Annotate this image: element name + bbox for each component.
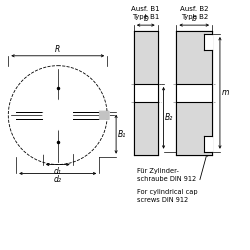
Circle shape	[53, 137, 63, 147]
Text: B₁: B₁	[118, 130, 126, 139]
Text: m: m	[222, 88, 229, 97]
Text: d₂: d₂	[54, 176, 62, 184]
Circle shape	[16, 74, 99, 157]
Bar	[176, 31, 212, 155]
Text: For cylindrical cap
screws DIN 912: For cylindrical cap screws DIN 912	[137, 189, 198, 203]
Text: Ausf. B1
Type B1: Ausf. B1 Type B1	[132, 6, 160, 20]
Bar	[134, 31, 158, 155]
Bar	[204, 50, 212, 84]
Bar	[204, 152, 212, 155]
Bar	[204, 34, 212, 50]
Bar	[134, 31, 158, 84]
Bar	[16, 112, 99, 118]
Text: R: R	[55, 45, 60, 54]
Circle shape	[43, 100, 72, 130]
Text: B₂: B₂	[164, 113, 173, 122]
Text: b: b	[143, 14, 148, 23]
Circle shape	[53, 84, 63, 93]
Bar	[204, 102, 212, 136]
Text: b: b	[192, 14, 197, 23]
Bar	[134, 102, 158, 155]
Bar	[176, 84, 212, 102]
Text: Für Zylinder-
schraube DIN 912: Für Zylinder- schraube DIN 912	[137, 168, 196, 181]
Text: Ausf. B2
Type B2: Ausf. B2 Type B2	[180, 6, 208, 20]
Bar	[99, 111, 109, 119]
Text: d₁: d₁	[54, 166, 62, 175]
Bar	[176, 102, 204, 155]
Bar	[176, 31, 204, 84]
Bar	[204, 136, 212, 152]
Bar	[134, 84, 158, 102]
Bar	[204, 31, 212, 34]
